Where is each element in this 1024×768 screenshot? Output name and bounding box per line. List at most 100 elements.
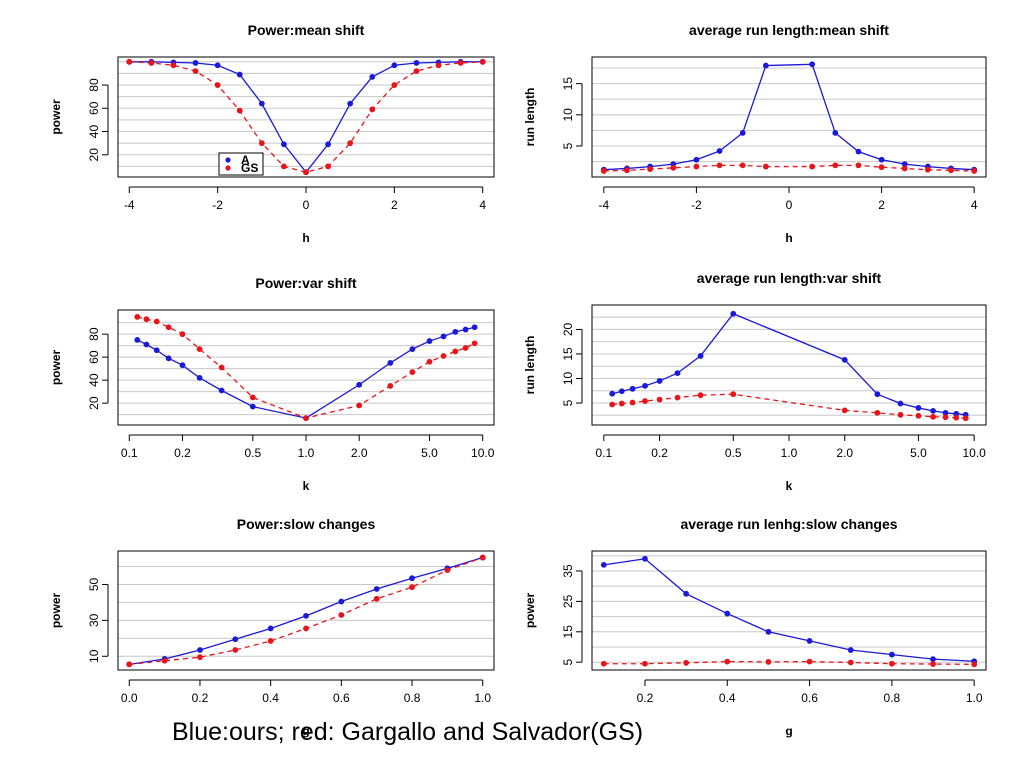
data-point-ours [915, 405, 922, 411]
x-tick-label: 2.0 [836, 446, 853, 460]
chart-title: Power:mean shift [248, 22, 365, 38]
y-axis-label: power [49, 350, 63, 386]
data-point-ours [258, 100, 265, 107]
data-point-gs [841, 407, 848, 414]
x-tick-label: 5.0 [910, 446, 927, 460]
x-tick-label: 0.8 [884, 691, 901, 705]
data-point-ours [232, 636, 239, 643]
data-point-ours [765, 628, 772, 635]
data-point-ours [409, 346, 416, 352]
data-point-ours [387, 360, 394, 366]
data-point-gs [739, 162, 746, 169]
legend: AGS [218, 152, 264, 176]
x-tick-label: 0.2 [637, 691, 654, 705]
data-point-gs [196, 346, 203, 352]
data-point-gs [953, 414, 960, 421]
data-point-gs [387, 383, 394, 389]
x-tick-label: 0.2 [192, 691, 209, 705]
x-tick-label: 2 [391, 198, 398, 212]
series-line-gs [129, 61, 483, 173]
data-point-gs [600, 168, 607, 174]
data-point-gs [232, 647, 239, 653]
data-point-ours [369, 74, 376, 80]
figure-caption: Blue:ours; red: Gargallo and Salvador(GS… [172, 718, 644, 746]
data-point-gs [373, 595, 380, 602]
data-point-ours [832, 130, 839, 136]
y-axis-label: power [523, 593, 537, 629]
data-point-gs [930, 413, 936, 420]
data-point-ours [440, 333, 447, 340]
series-line-ours [136, 326, 475, 419]
data-point-gs [624, 167, 630, 174]
data-point-gs [161, 657, 168, 664]
data-point-ours [281, 141, 287, 148]
data-point-gs [440, 353, 447, 359]
x-tick-label: 2 [878, 198, 885, 212]
y-tick-label: 50 [87, 577, 101, 591]
series-line-ours [603, 558, 975, 662]
data-point-gs [258, 140, 265, 147]
data-point-gs [356, 402, 363, 409]
data-point-ours [629, 385, 636, 392]
data-point-ours [373, 586, 380, 592]
data-point-ours [656, 378, 663, 384]
data-point-ours [874, 391, 881, 398]
data-point-ours [192, 60, 199, 66]
x-tick-label: 1.0 [474, 691, 491, 705]
data-point-ours [218, 387, 225, 394]
chart-panel-6: average run lenhg:slow changes 0.2 0.4 0.6 0… [523, 516, 987, 738]
data-point-gs [391, 82, 398, 88]
data-point-ours [855, 148, 862, 155]
data-point-ours [642, 382, 648, 389]
y-axis-label: run length [523, 88, 537, 147]
y-tick-label: 30 [87, 613, 101, 627]
x-tick-label: 0.6 [801, 691, 818, 705]
x-tick-label: 0.8 [404, 691, 421, 705]
data-point-ours [143, 341, 150, 348]
data-point-ours [901, 161, 908, 167]
x-tick-label: 0 [303, 198, 310, 212]
chart-panel-2: average run length:mean shift -4 -2 0 2 4 5 10 1… [523, 22, 987, 245]
data-point-ours [134, 337, 141, 343]
data-point-ours [724, 610, 731, 617]
x-tick-label: 2.0 [351, 446, 368, 460]
x-tick-label: 0.1 [595, 446, 612, 460]
data-point-gs [855, 162, 862, 169]
series-line-ours [612, 312, 966, 416]
y-axis-label: power [49, 99, 63, 135]
data-point-gs [444, 567, 451, 574]
data-point-gs [325, 163, 331, 170]
data-point-ours [165, 355, 172, 362]
data-point-ours [413, 60, 420, 66]
data-point-gs [479, 554, 486, 561]
data-point-ours [930, 407, 936, 414]
data-point-gs [901, 165, 908, 172]
data-point-gs [888, 660, 895, 667]
plot-frame [117, 309, 495, 426]
legend-label: GS [241, 161, 258, 175]
data-point-ours [600, 561, 607, 568]
plot-frame [117, 56, 495, 178]
data-point-ours [693, 156, 700, 163]
data-point-gs [962, 415, 969, 422]
data-point-gs [948, 167, 954, 174]
data-point-ours [338, 598, 345, 605]
data-point-ours [325, 141, 331, 148]
data-point-gs [435, 62, 442, 69]
data-point-ours [762, 62, 769, 69]
y-tick-label: 40 [87, 373, 101, 387]
data-point-gs [179, 331, 186, 338]
x-tick-label: -4 [124, 198, 135, 212]
x-tick-label: 1.0 [781, 446, 798, 460]
data-point-ours [471, 324, 478, 331]
series-line-ours [129, 61, 483, 174]
data-point-gs [338, 612, 345, 618]
x-tick-label: 0.5 [244, 446, 261, 460]
y-tick-label: 35 [561, 564, 575, 578]
y-tick-label: 5 [561, 659, 575, 666]
x-axis-label: k [786, 479, 793, 493]
data-point-gs [165, 324, 172, 331]
x-tick-label: 1.0 [298, 446, 315, 460]
legend-marker [225, 157, 231, 163]
x-tick-label: -2 [691, 198, 702, 212]
